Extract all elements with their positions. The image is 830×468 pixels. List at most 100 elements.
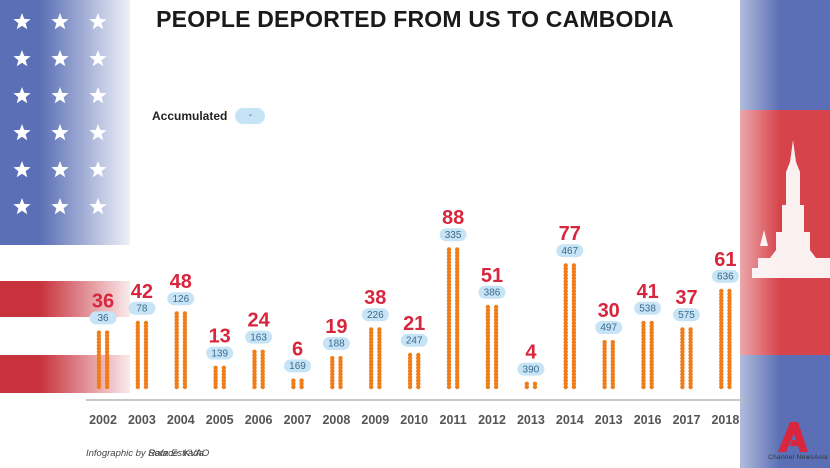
- bar-dot: [260, 356, 265, 361]
- bar-dot: [493, 343, 499, 348]
- bar-dot: [96, 375, 102, 380]
- bar-dot: [446, 253, 452, 258]
- bar-dot: [688, 330, 693, 335]
- bar-dot: [680, 336, 685, 342]
- bar-dot: [485, 333, 491, 338]
- bar-dot: [369, 378, 374, 383]
- bar-dot: [610, 352, 615, 358]
- bar-dot: [135, 381, 140, 386]
- bar-dot: [416, 381, 421, 386]
- bar-dot: [143, 362, 149, 367]
- bar-dot: [727, 327, 732, 332]
- bar-dot: [485, 356, 491, 361]
- bar-dot: [182, 330, 188, 335]
- bar-dot: [688, 349, 693, 354]
- bar-dot: [104, 352, 110, 358]
- accumulated-label: 78: [136, 304, 148, 315]
- bar-dot: [135, 349, 140, 354]
- bar-dot: [641, 356, 646, 361]
- star-icon: [13, 161, 31, 178]
- bar-dot: [719, 304, 724, 310]
- bar-dot: [719, 349, 724, 354]
- bar-dot: [446, 311, 452, 316]
- bar-2016-14: [641, 320, 654, 390]
- bar-dot: [407, 381, 413, 386]
- bar-dot: [252, 349, 257, 354]
- bar-dot: [727, 333, 732, 338]
- bar-dot: [719, 365, 724, 370]
- bar-dot: [252, 381, 257, 386]
- value-label: 37: [675, 287, 697, 309]
- star-icon: [13, 13, 31, 30]
- accumulated-pill: [400, 333, 428, 347]
- bar-dot: [719, 368, 724, 374]
- bar-dot: [649, 352, 654, 358]
- bar-dot: [174, 327, 179, 332]
- bar-dot: [571, 327, 577, 332]
- bar-dot: [369, 352, 374, 358]
- x-tick-label: 2011: [440, 413, 467, 427]
- bar-dot: [143, 324, 149, 329]
- bar-dot: [680, 375, 685, 380]
- bar-dot: [688, 368, 693, 374]
- bar-dot: [104, 333, 110, 338]
- bar-dot: [563, 279, 568, 284]
- bar-dot: [174, 384, 179, 390]
- bar-dot: [571, 288, 577, 294]
- bar-dot: [727, 343, 732, 348]
- bar-dot: [680, 340, 685, 345]
- bar-dot: [649, 333, 654, 338]
- bar-dot: [493, 330, 499, 335]
- bar-dot: [252, 352, 257, 358]
- bar-dot: [680, 352, 685, 358]
- bar-dot: [455, 336, 460, 342]
- bar-dot: [338, 372, 343, 377]
- bar-dot: [485, 324, 491, 329]
- bar-dot: [649, 343, 654, 348]
- bar-dot: [610, 378, 615, 383]
- bar-dot: [571, 295, 577, 300]
- x-tick-label: 2009: [361, 413, 389, 427]
- bar-dot: [338, 365, 343, 370]
- bar-dot: [174, 311, 179, 316]
- bar-dot: [641, 384, 646, 390]
- bar-dot: [182, 327, 188, 332]
- bar-dot: [221, 378, 226, 383]
- bar-dot: [485, 308, 491, 313]
- bar-dot: [330, 356, 335, 361]
- bar-dot: [493, 304, 499, 310]
- bar-dot: [446, 362, 452, 367]
- bar-dot: [455, 247, 460, 252]
- bar-dot: [563, 276, 568, 281]
- bar-dot: [524, 384, 529, 390]
- bar-dot: [299, 381, 304, 386]
- bar-dot: [96, 343, 102, 348]
- bar-dot: [571, 266, 577, 271]
- bar-dot: [563, 349, 568, 354]
- bar-dot: [446, 324, 452, 329]
- bar-dot: [252, 359, 257, 364]
- bar-dot: [143, 343, 149, 348]
- bar-dot: [610, 368, 615, 374]
- bar-dot: [455, 263, 460, 268]
- bar-dot: [407, 365, 413, 370]
- bar-dot: [571, 263, 577, 268]
- bar-dot: [416, 362, 421, 367]
- bar-dot: [330, 368, 335, 374]
- accumulated-label: 247: [406, 336, 423, 347]
- bar-dot: [493, 372, 499, 377]
- bar-dot: [182, 349, 188, 354]
- accumulated-pill: [245, 330, 273, 344]
- bar-dot: [493, 314, 499, 319]
- bar-dot: [727, 324, 732, 329]
- bar-2008-6: [330, 356, 343, 390]
- bar-dot: [455, 333, 460, 338]
- bar-dot: [446, 272, 452, 278]
- bar-dot: [485, 330, 491, 335]
- bar-dot: [143, 372, 149, 377]
- bar-dot: [641, 346, 646, 351]
- bar-dot: [446, 343, 452, 348]
- bar-dot: [446, 317, 452, 322]
- infographic-credit: Infographic by Rafa Estrada: [86, 448, 204, 459]
- bar-dot: [680, 356, 685, 361]
